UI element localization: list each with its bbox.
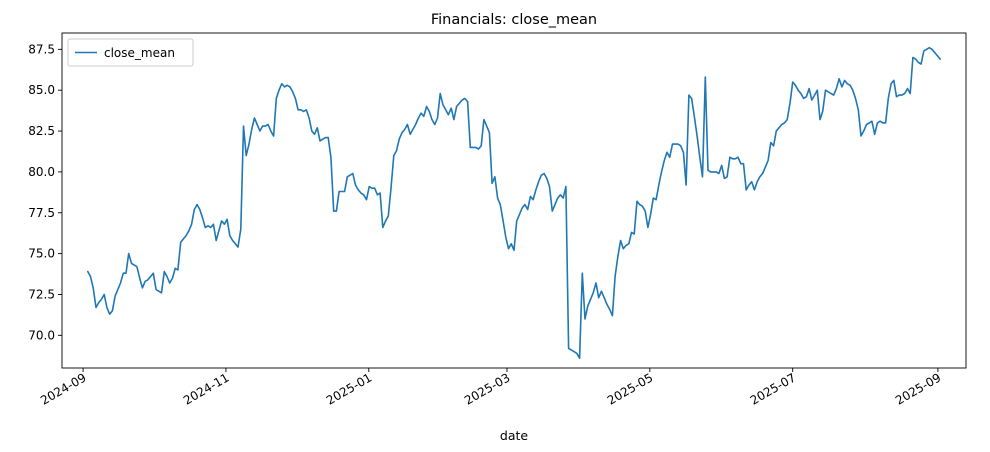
x-tick-label: 2025-07 xyxy=(748,370,798,407)
x-tick-label: 2025-01 xyxy=(324,370,374,407)
y-tick-label: 82.5 xyxy=(28,124,55,138)
x-tick-label: 2025-05 xyxy=(605,370,655,407)
legend: close_mean xyxy=(67,38,194,67)
y-tick-label: 77.5 xyxy=(28,206,55,220)
x-tick-label: 2025-09 xyxy=(893,370,943,407)
x-tick-label: 2024-09 xyxy=(38,370,88,407)
x-axis: 2024-09 2024-11 2025-01 2025-03 2025-05 2025-… xyxy=(38,368,943,408)
plot-frame xyxy=(61,32,967,369)
x-axis-label: date xyxy=(500,428,528,443)
y-tick-label: 70.0 xyxy=(28,328,55,342)
y-tick-label: 87.5 xyxy=(28,42,55,56)
legend-box xyxy=(67,38,194,67)
plot-area xyxy=(61,32,967,369)
y-tick-label: 80.0 xyxy=(28,165,55,179)
chart-title: Financials: close_mean xyxy=(431,12,597,28)
legend-label-close-mean: close_mean xyxy=(104,46,175,60)
y-tick-label: 72.5 xyxy=(28,287,55,301)
x-tick-label: 2025-03 xyxy=(462,370,512,407)
x-tick-label: 2024-11 xyxy=(181,370,231,407)
series-line-close-mean xyxy=(87,46,941,359)
y-tick-label: 85.0 xyxy=(28,83,55,97)
y-axis: 70.0 72.5 75.0 77.5 80.0 82.5 85.0 87.5 xyxy=(28,42,62,342)
y-tick-label: 75.0 xyxy=(28,247,55,261)
